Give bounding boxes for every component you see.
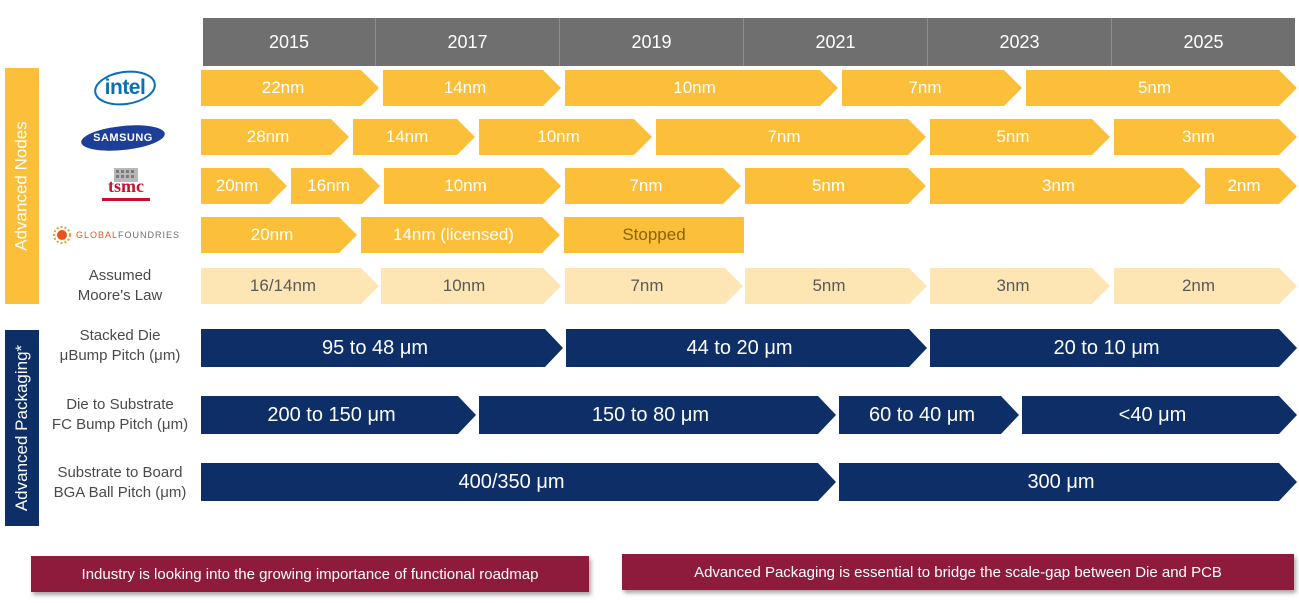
year-2015: 2015 [203,18,375,66]
die-to-substrate-label: Die to Substrate FC Bump Pitch (μm) [51,396,189,433]
substrate-to-board-label: Substrate to Board BGA Ball Pitch (μm) [53,464,187,501]
samsung-10nm: 10nm [479,119,652,155]
moore-10nm: 10nm [381,268,561,304]
samsung-logo: SAMSUNG [80,124,166,152]
year-2025: 2025 [1111,18,1295,66]
tsmc-3nm: 3nm [930,168,1201,204]
year-2019: 2019 [559,18,743,66]
intel-14nm: 14nm [383,70,561,106]
tsmc-10nm: 10nm [384,168,561,204]
globalfoundries-sun-icon [53,226,71,244]
globalfoundries-stopped: Stopped [564,217,744,253]
tsmc-wordmark: tsmc [108,176,144,196]
tsmc-7nm: 7nm [565,168,741,204]
moore-2nm: 2nm [1114,268,1297,304]
tsmc-16nm: 16nm [291,168,380,204]
globalfoundries-20nm: 20nm [201,217,357,253]
intel-10nm: 10nm [565,70,838,106]
year-2017: 2017 [375,18,559,66]
year-2021: 2021 [743,18,927,66]
samsung-wordmark: SAMSUNG [93,132,153,144]
globalfoundries-wordmark-global: GLOBAL [76,230,119,240]
tsmc-5nm: 5nm [745,168,926,204]
globalfoundries-14nm: 14nm (licensed) [361,217,560,253]
advanced-packaging-label: Advanced Packaging* [12,344,31,512]
substrate-60-40: 60 to 40 μm [839,396,1019,434]
moore-3nm: 3nm [930,268,1110,304]
moore-16-14nm: 16/14nm [201,268,379,304]
advanced-nodes-label: Advanced Nodes [12,121,32,251]
globalfoundries-wordmark-foundries: FOUNDRIES [118,230,181,240]
samsung-3nm: 3nm [1114,119,1297,155]
tsmc-logo: tsmc [100,166,152,210]
stacked-die-label: Stacked Die μBump Pitch (μm) [59,327,181,364]
stacked-44-20: 44 to 20 μm [566,329,927,367]
samsung-28nm: 28nm [201,119,349,155]
moore-7nm: 7nm [565,268,743,304]
intel-5nm: 5nm [1026,70,1297,106]
substrate-lt40: <40 μm [1022,396,1297,434]
board-300: 300 μm [839,463,1297,501]
samsung-7nm: 7nm [656,119,926,155]
intel-22nm: 22nm [201,70,379,106]
moore-5nm: 5nm [745,268,927,304]
tsmc-20nm: 20nm [201,168,287,204]
substrate-150-80: 150 to 80 μm [479,396,836,434]
board-400-350: 400/350 μm [201,463,836,501]
samsung-5nm: 5nm [930,119,1110,155]
stacked-95-48: 95 to 48 μm [201,329,563,367]
advanced-nodes-band: Advanced Nodes [5,68,39,304]
functional-roadmap-banner: Industry is looking into the growing imp… [31,556,589,592]
scale-gap-banner: Advanced Packaging is essential to bridg… [622,554,1294,590]
tsmc-2nm: 2nm [1205,168,1297,204]
substrate-200-150: 200 to 150 μm [201,396,476,434]
samsung-14nm: 14nm [353,119,475,155]
globalfoundries-logo: GLOBAL FOUNDRIES [52,224,200,246]
intel-wordmark: intel [104,76,146,99]
year-2023: 2023 [927,18,1111,66]
advanced-packaging-band: Advanced Packaging* [5,330,39,526]
moore-label: Assumed Moore's Law [77,267,163,304]
intel-logo: intel [88,68,162,108]
stacked-20-10: 20 to 10 μm [930,329,1297,367]
intel-7nm: 7nm [842,70,1022,106]
